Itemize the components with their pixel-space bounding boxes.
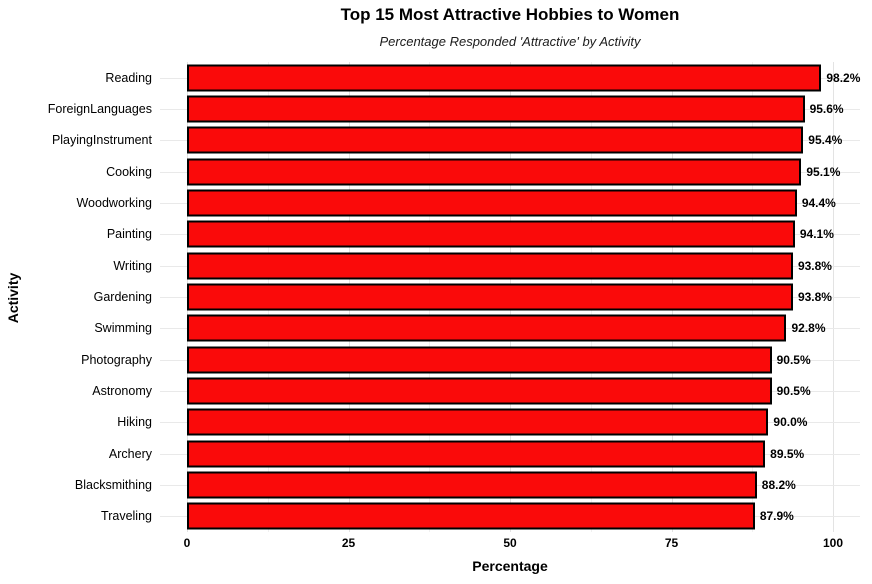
bar-writing [187,252,793,280]
category-label: Blacksmithing [74,477,152,492]
value-label: 95.1% [806,164,841,179]
x-axis-tick-labels: 0 25 50 75 100 [160,536,860,552]
bar-row: 95.1% [160,156,860,187]
value-label: 88.2% [761,477,796,492]
x-axis-title: Percentage [472,558,548,574]
category-label: Photography [81,352,152,367]
plot-panel: 98.2% 95.6% 95.4% 95.1% 94.4% 94.1% 93.8% 93.8%… [160,62,860,532]
bar-cooking [187,158,802,186]
category-label: Painting [106,227,152,242]
chart-subtitle: Percentage Responded 'Attractive' by Act… [379,34,641,49]
x-tick-label: 0 [183,536,191,550]
value-label: 95.4% [808,133,843,148]
value-label: 94.4% [801,195,836,210]
bar-playinginstrument [187,126,804,154]
category-label: PlayingInstrument [51,133,152,148]
category-label: Cooking [106,164,152,179]
y-axis-labels: Reading ForeignLanguages PlayingInstrument… [0,62,152,532]
value-label: 93.8% [797,289,832,304]
bar-row: 88.2% [160,469,860,500]
bar-row: 90.5% [160,375,860,406]
bar-blacksmithing [187,471,757,499]
bar-astronomy [187,377,772,405]
category-label: Astronomy [92,383,152,398]
category-label: Woodworking [76,195,152,210]
x-tick-label: 75 [664,536,679,550]
value-label: 90.5% [776,383,811,398]
value-label: 98.2% [826,70,861,85]
bar-row: 93.8% [160,250,860,281]
bar-swimming [187,314,787,342]
value-label: 90.5% [776,352,811,367]
value-label: 92.8% [791,321,826,336]
bar-row: 87.9% [160,501,860,532]
bar-gardening [187,283,793,311]
value-label: 95.6% [809,101,844,116]
category-label: Gardening [93,289,152,304]
category-label: Traveling [101,509,152,524]
bar-painting [187,220,795,248]
category-label: Writing [113,258,152,273]
value-label: 90.0% [773,415,808,430]
bar-row: 95.6% [160,93,860,124]
bar-photography [187,346,772,374]
category-label: ForeignLanguages [47,101,152,116]
value-label: 93.8% [797,258,832,273]
bar-traveling [187,502,755,530]
category-label: Archery [108,446,152,461]
bar-row: 90.0% [160,407,860,438]
x-tick-label: 50 [503,536,517,550]
bar-foreignlanguages [187,95,805,123]
value-label: 94.1% [799,227,834,242]
category-label: Hiking [117,415,152,430]
value-label: 87.9% [759,509,794,524]
x-tick-label: 25 [341,536,356,550]
value-label: 89.5% [770,446,805,461]
bar-rows: 98.2% 95.6% 95.4% 95.1% 94.4% 94.1% 93.8% 93.8%… [160,62,860,532]
bar-hiking [187,408,769,436]
category-label: Reading [105,70,152,85]
bar-row: 95.4% [160,125,860,156]
bar-reading [187,64,822,92]
bar-row: 89.5% [160,438,860,469]
bar-row: 90.5% [160,344,860,375]
bar-row: 92.8% [160,313,860,344]
category-label: Swimming [94,321,152,336]
bar-row: 94.4% [160,187,860,218]
bar-archery [187,440,766,468]
bar-row: 94.1% [160,219,860,250]
bar-row: 98.2% [160,62,860,93]
chart-title: Top 15 Most Attractive Hobbies to Women [340,5,680,24]
bar-row: 93.8% [160,281,860,312]
bar-woodworking [187,189,797,217]
x-tick-label: 100 [822,536,844,550]
